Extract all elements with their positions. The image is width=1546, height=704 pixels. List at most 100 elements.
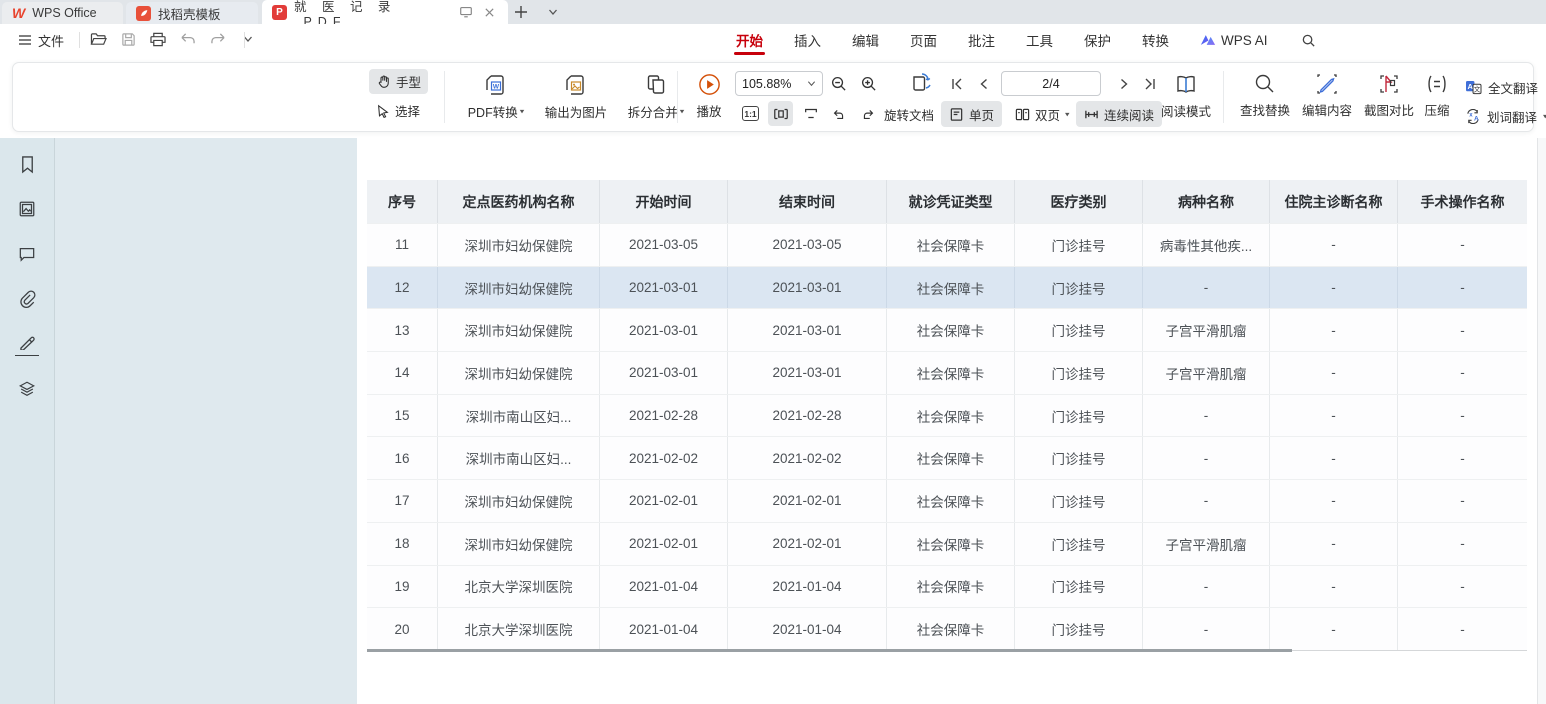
table-row[interactable]: 19 北京大学深圳医院 2021-01-04 2021-01-04 社会保障卡 门诊挂号 -… bbox=[367, 564, 1527, 608]
table-cell: 16 bbox=[367, 437, 438, 480]
ribbon-tab-home[interactable]: 开始 bbox=[734, 24, 765, 56]
full-text-translate-icon: A 文 bbox=[1466, 80, 1482, 94]
pdf-convert-button[interactable]: W PDF转换 ▾ bbox=[458, 72, 534, 121]
fit-width-button[interactable] bbox=[768, 101, 793, 126]
table-cell: 2021-02-02 bbox=[600, 437, 728, 480]
bookmarks-panel-icon[interactable] bbox=[15, 152, 39, 176]
vertical-scrollbar[interactable] bbox=[1537, 138, 1546, 704]
export-as-image-button[interactable]: 输出为图片 bbox=[534, 72, 618, 121]
navigation-panel[interactable] bbox=[56, 138, 357, 704]
full-text-translate-label: 全文翻译 bbox=[1488, 81, 1539, 96]
tab-pdf-document[interactable]: P 就 医 记 录 .PDF bbox=[262, 0, 508, 29]
ribbon-tab-comment[interactable]: 批注 bbox=[968, 34, 995, 49]
screenshot-compare-button[interactable]: 截图对比 bbox=[1358, 72, 1420, 119]
word-translate-button[interactable]: x A 划词翻译 ▾ bbox=[1461, 103, 1546, 129]
ribbon-tab-insert[interactable]: 插入 bbox=[794, 34, 821, 49]
table-cell: - bbox=[1143, 437, 1270, 480]
rotate-right-button[interactable] bbox=[855, 101, 880, 126]
table-row[interactable]: 12 深圳市妇幼保健院 2021-03-01 2021-03-01 社会保障卡 门诊挂号 -… bbox=[367, 265, 1527, 309]
next-page-button[interactable] bbox=[1111, 71, 1136, 96]
table-row[interactable]: 11 深圳市妇幼保健院 2021-03-05 2021-03-05 社会保障卡 门诊挂号病… bbox=[367, 223, 1527, 266]
pdf-page[interactable]: 序号 定点医药机构名称 开始时间 结束时间 就诊凭证类型 医疗类别 病种名称 住院主诊断名称 手… bbox=[357, 138, 1537, 704]
table-cell: 门诊挂号 bbox=[1015, 522, 1143, 565]
comments-panel-icon[interactable] bbox=[15, 242, 39, 266]
redo-icon[interactable] bbox=[208, 29, 228, 49]
file-menu-button[interactable]: 文件 bbox=[14, 29, 68, 51]
sidebar-icon-strip bbox=[0, 138, 55, 704]
zoom-out-icon bbox=[831, 76, 846, 91]
column-header: 住院主诊断名称 bbox=[1270, 180, 1398, 223]
table-cell: 社会保障卡 bbox=[887, 352, 1015, 394]
continuous-read-button[interactable]: 连续阅读 bbox=[1076, 101, 1163, 127]
word-translate-label: 划词翻译 bbox=[1487, 110, 1538, 125]
wps-logo-icon: W bbox=[12, 5, 26, 21]
layers-panel-icon[interactable] bbox=[15, 377, 39, 401]
ribbon-tab-protect[interactable]: 保护 bbox=[1084, 34, 1111, 49]
wps-ai-button[interactable]: WPS AI bbox=[1200, 33, 1268, 48]
double-page-label: 双页 bbox=[1035, 108, 1061, 123]
find-replace-button[interactable]: 查找替换 bbox=[1234, 72, 1296, 119]
split-merge-button[interactable]: 拆分合并 ▾ bbox=[618, 72, 694, 121]
word-translate-icon: x A bbox=[1467, 108, 1479, 124]
save-icon[interactable] bbox=[118, 29, 138, 49]
signature-panel-icon[interactable] bbox=[15, 332, 39, 356]
rotate-document-button[interactable]: 旋转文档 bbox=[884, 105, 934, 124]
double-page-button[interactable]: 双页 ▾ bbox=[1007, 101, 1078, 127]
last-page-button[interactable] bbox=[1137, 71, 1162, 96]
hand-tool-button[interactable]: 手型 bbox=[369, 69, 429, 94]
column-header: 病种名称 bbox=[1143, 180, 1270, 223]
full-text-translate-button[interactable]: A 文 全文翻译 bbox=[1461, 74, 1546, 100]
first-page-button[interactable] bbox=[944, 71, 969, 96]
read-mode-button[interactable]: 阅读模式 bbox=[1156, 72, 1216, 120]
table-row[interactable]: 20 北京大学深圳医院 2021-01-04 2021-01-04 社会保障卡 门诊挂号 -… bbox=[367, 607, 1527, 650]
table-cell: 2021-01-04 bbox=[728, 608, 887, 650]
split-merge-icon bbox=[647, 75, 665, 94]
compress-button[interactable]: 压缩 bbox=[1417, 72, 1457, 119]
present-to-screen-icon[interactable] bbox=[458, 3, 474, 21]
table-cell: 11 bbox=[367, 224, 438, 266]
table-cell: 2021-02-01 bbox=[728, 480, 887, 522]
table-row[interactable]: 16 深圳市南山区妇... 2021-02-02 2021-02-02 社会保障卡 门诊挂… bbox=[367, 436, 1527, 480]
table-row[interactable]: 13 深圳市妇幼保健院 2021-03-01 2021-03-01 社会保障卡 门诊挂号子… bbox=[367, 308, 1527, 352]
tab-wps-office[interactable]: W WPS Office bbox=[2, 2, 123, 24]
attachments-panel-icon[interactable] bbox=[15, 287, 39, 311]
ribbon-tab-page[interactable]: 页面 bbox=[910, 34, 937, 49]
ribbon-tab-convert[interactable]: 转换 bbox=[1142, 34, 1169, 49]
table-row[interactable]: 17 深圳市妇幼保健院 2021-02-01 2021-02-01 社会保障卡 门诊挂号 -… bbox=[367, 479, 1527, 522]
new-tab-icon[interactable] bbox=[512, 3, 530, 21]
single-page-button[interactable]: 单页 bbox=[941, 101, 1003, 127]
rotate-left-button[interactable] bbox=[826, 101, 851, 126]
table-row[interactable]: 15 深圳市南山区妇... 2021-02-28 2021-02-28 社会保障卡 门诊挂… bbox=[367, 393, 1527, 437]
tab-docer-templates[interactable]: 找稻壳模板 bbox=[126, 2, 258, 24]
zoom-level-dropdown[interactable]: 105.88% bbox=[735, 71, 823, 96]
page-indicator: 2/4 bbox=[1042, 76, 1060, 91]
play-button[interactable]: 播放 bbox=[687, 72, 731, 120]
ribbon-tab-edit[interactable]: 编辑 bbox=[852, 34, 879, 49]
table-cell: - bbox=[1460, 322, 1465, 338]
print-icon[interactable] bbox=[148, 29, 168, 49]
open-file-icon[interactable] bbox=[88, 29, 108, 49]
ribbon-search-icon[interactable] bbox=[1299, 30, 1319, 50]
zoom-in-button[interactable] bbox=[856, 71, 881, 96]
select-tool-button[interactable]: 选择 bbox=[369, 98, 428, 123]
table-row[interactable]: 14 深圳市妇幼保健院 2021-03-01 2021-03-01 社会保障卡 门诊挂号子… bbox=[367, 351, 1527, 394]
tab-list-chevron-icon[interactable] bbox=[544, 3, 562, 21]
table-cell: 门诊挂号 bbox=[1015, 608, 1143, 650]
table-cell: - bbox=[1270, 565, 1398, 608]
zoom-out-button[interactable] bbox=[826, 71, 851, 96]
undo-icon[interactable] bbox=[178, 29, 198, 49]
close-tab-icon[interactable] bbox=[482, 3, 498, 21]
edit-content-button[interactable]: 编辑内容 bbox=[1296, 72, 1358, 119]
table-row[interactable]: 18 深圳市妇幼保健院 2021-02-01 2021-02-01 社会保障卡 门诊挂号子… bbox=[367, 521, 1527, 565]
actual-size-button[interactable]: 1:1 bbox=[738, 101, 763, 126]
table-cell: 2021-02-28 bbox=[728, 394, 887, 437]
page-number-input[interactable]: 2/4 bbox=[1001, 71, 1101, 96]
one-to-one-icon: 1:1 bbox=[742, 106, 759, 121]
ribbon-tab-tools[interactable]: 工具 bbox=[1026, 34, 1053, 49]
fit-page-button[interactable] bbox=[798, 101, 823, 126]
quickbar-more-chevron-icon[interactable] bbox=[238, 29, 258, 49]
previous-page-button[interactable] bbox=[971, 71, 996, 96]
table-cell: 2021-03-01 bbox=[728, 352, 887, 394]
thumbnails-panel-icon[interactable] bbox=[15, 197, 39, 221]
